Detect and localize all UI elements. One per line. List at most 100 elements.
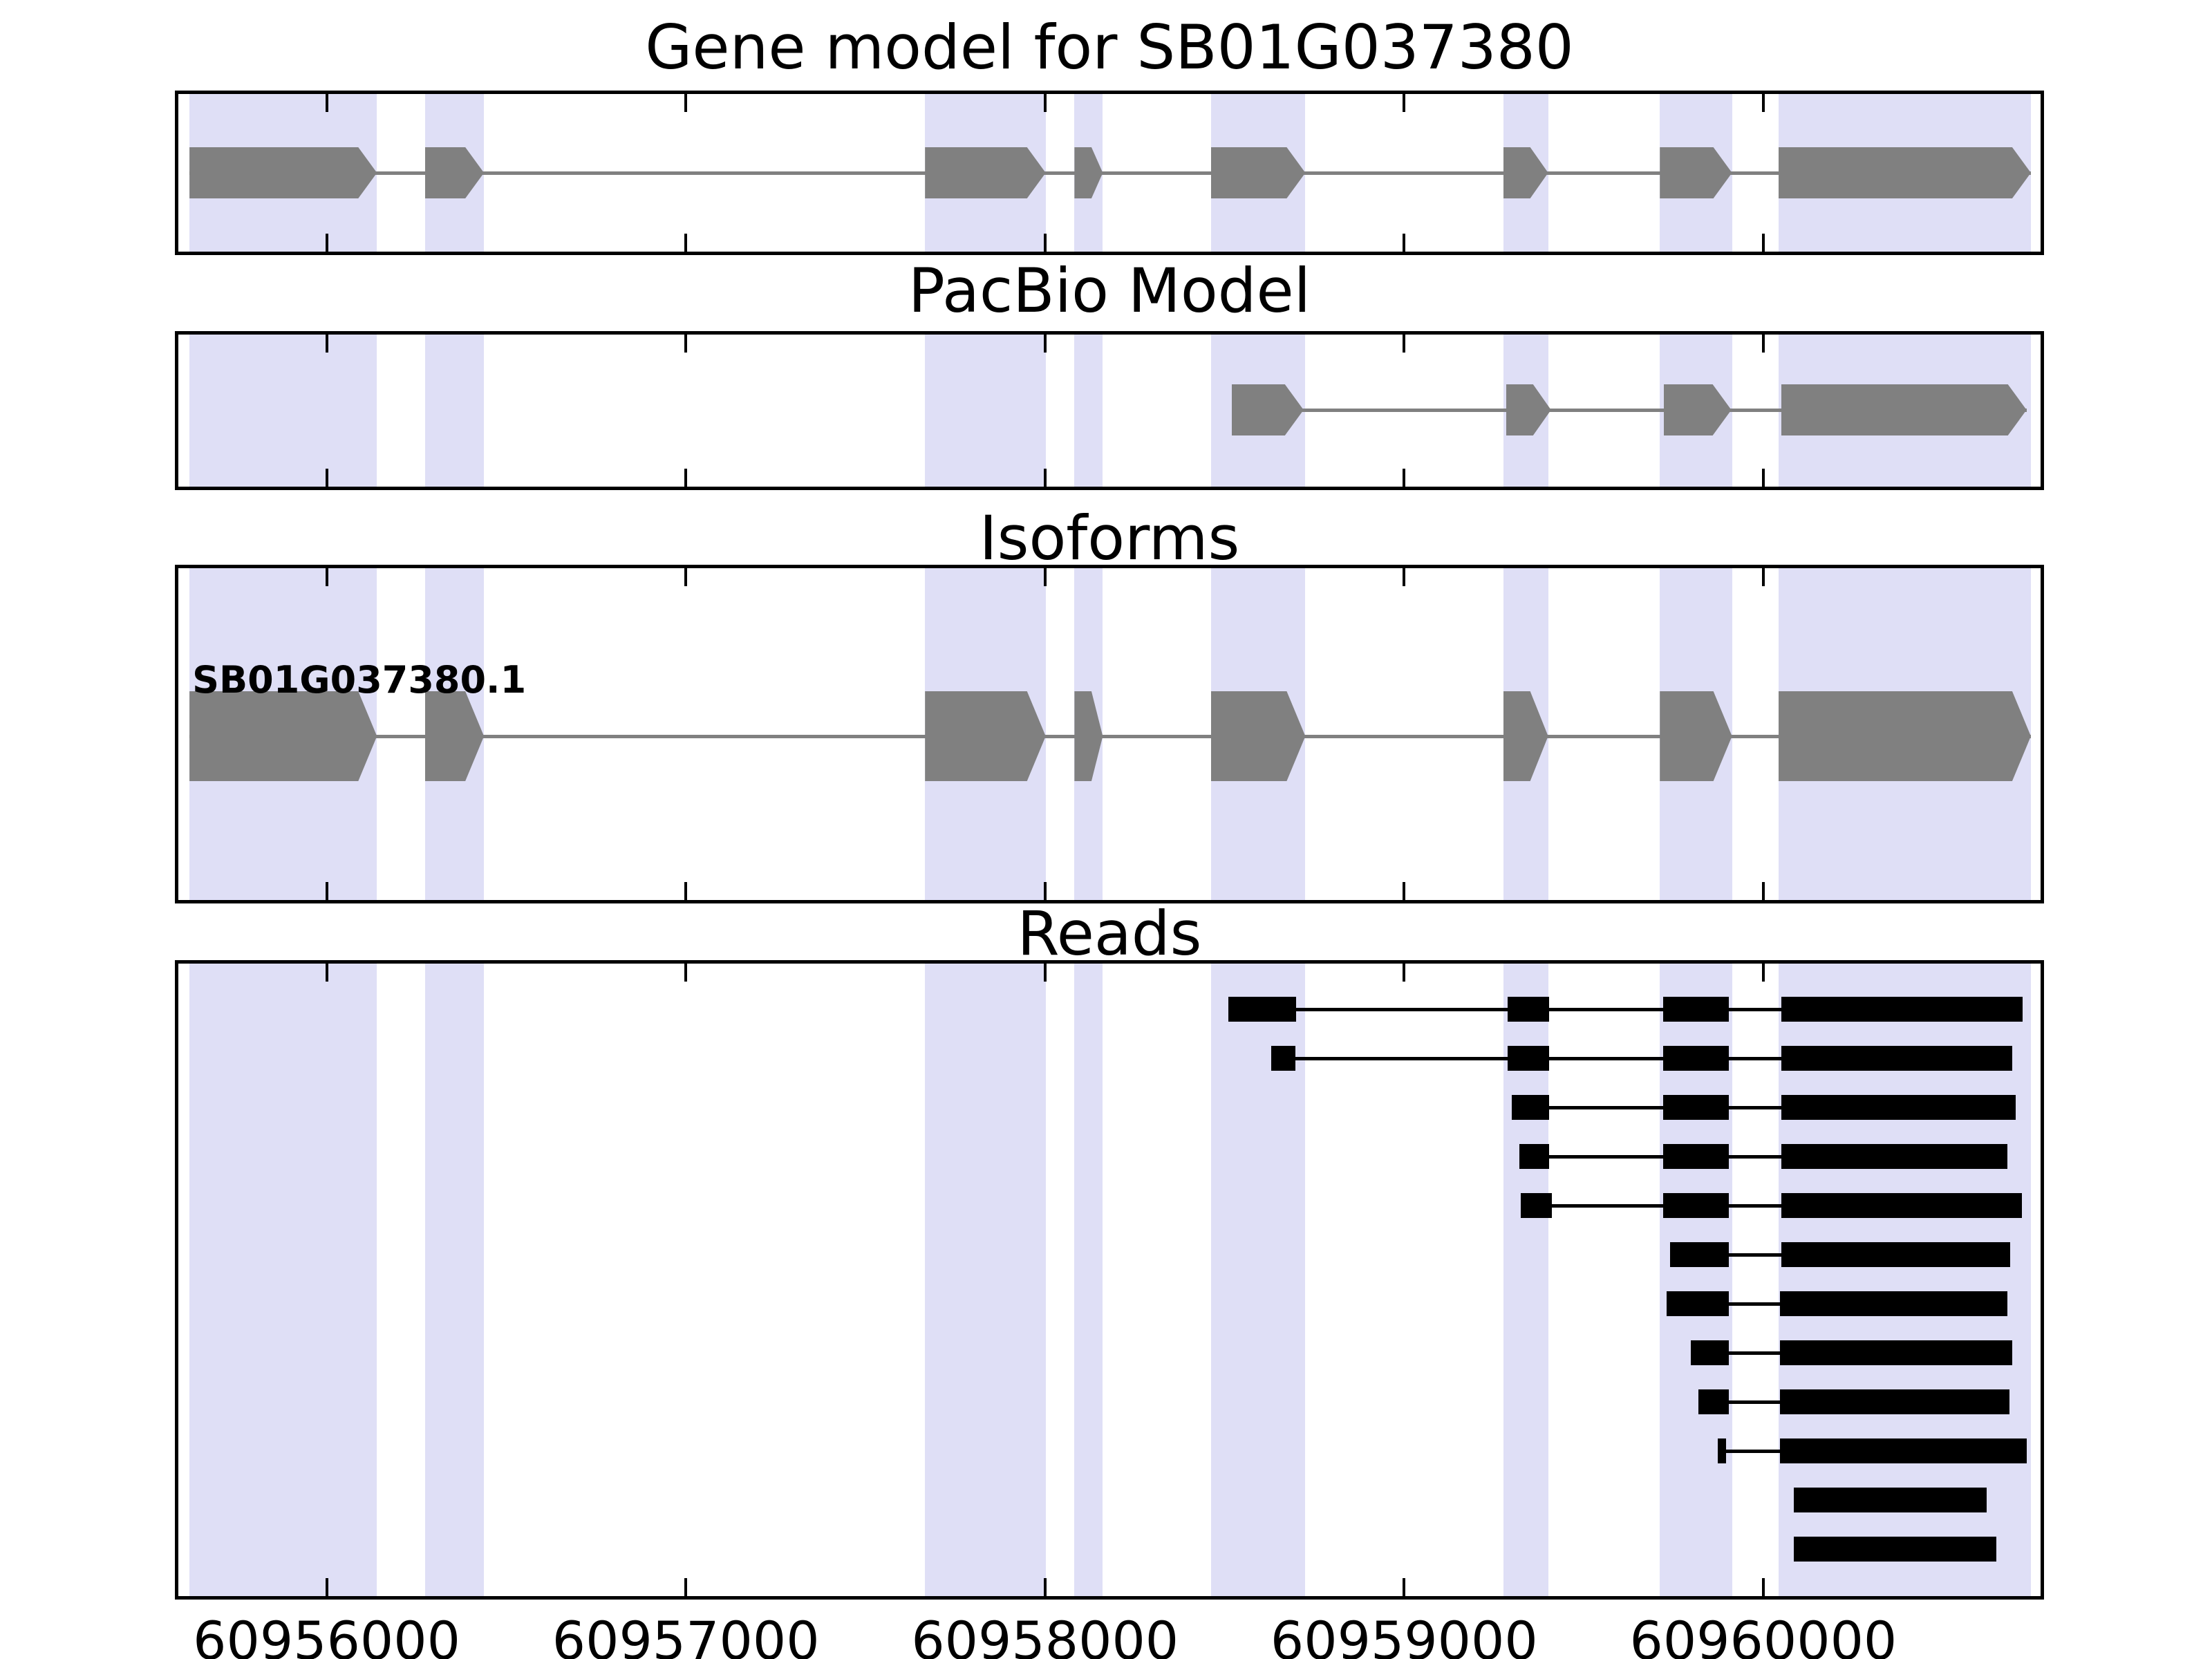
axis-tick-mark [325,94,328,112]
axis-tick-mark [1043,568,1047,586]
transcript-label: SB01G037380.1 [192,658,527,702]
exon-highlight-band [189,335,377,487]
read-exon-block [1228,997,1297,1022]
read-connector-line [1521,1203,2022,1208]
axis-tick-mark [1043,94,1047,112]
axis-tick-mark [684,1578,688,1596]
read-exon-block [1717,1438,1726,1463]
axis-tick-mark [684,568,688,586]
axis-tick-mark [325,568,328,586]
exon-highlight-band [424,335,485,487]
read-exon-block [1779,1438,2027,1463]
read-exon-block [1521,1193,1552,1218]
axis-tick-label: 60959000 [1270,1610,1538,1659]
read-exon-block [1781,1193,2022,1218]
read-exon-block [1663,1046,1729,1071]
exon-highlight-band [1074,964,1103,1596]
exon-highlight-band [1074,335,1103,487]
intron-line [189,734,2031,738]
exon-arrow [1781,384,2027,435]
intron-line [1231,408,2027,412]
exon-highlight-band [189,964,377,1596]
exon-arrow [1210,147,1306,198]
exon-highlight-band [925,335,1046,487]
read-connector-line [1519,1154,2007,1159]
axis-tick-mark [1403,882,1406,900]
read-exon-block [1667,1291,1729,1316]
read-connector-line [1271,1056,2012,1060]
axis-tick-label: 60958000 [911,1610,1179,1659]
read-exon-block [1519,1144,1549,1169]
exon-arrow [925,147,1046,198]
read-exon-block [1670,1242,1729,1267]
axis-tick-label: 60957000 [552,1610,820,1659]
panel-title-isoforms: Isoforms [979,503,1240,574]
axis-tick-mark [325,234,328,252]
axis-tick-mark [1043,964,1047,982]
axis-tick-mark [684,94,688,112]
axis-tick-mark [1403,335,1406,353]
read-exon-block [1779,1291,2007,1316]
read-exon-block [1779,1389,2009,1414]
read-exon-block [1779,1340,2012,1365]
panel-reads [175,960,2044,1600]
axis-tick-mark [325,882,328,900]
axis-tick-mark [325,1578,328,1596]
intron-line [189,171,2031,175]
read-exon-block [1781,1046,2012,1071]
axis-tick-mark [1761,469,1765,487]
axis-tick-mark [325,469,328,487]
axis-tick-mark [1043,469,1047,487]
axis-tick-mark [1043,882,1047,900]
panel-title-reads: Reads [1017,898,1202,969]
panel-isoforms: SB01G037380.1 [175,565,2044,903]
read-exon-block [1781,1242,2010,1267]
read-exon-block [1663,1193,1729,1218]
axis-tick-label: 60956000 [193,1610,460,1659]
read-exon-block [1698,1389,1729,1414]
axis-tick-mark [684,469,688,487]
axis-tick-mark [684,234,688,252]
read-exon-block [1781,1144,2007,1169]
read-exon-block [1781,1095,2016,1120]
axis-tick-mark [684,335,688,353]
panel-title-pacbio-model: PacBio Model [908,255,1311,326]
exon-arrow [189,147,377,198]
read-exon-block [1271,1046,1296,1071]
axis-tick-mark [1403,94,1406,112]
read-exon-block [1794,1537,1997,1562]
axis-tick-mark [1761,964,1765,982]
axis-tick-mark [325,335,328,353]
exon-arrow [1778,691,2031,781]
exon-arrow [1778,147,2031,198]
panel-title-gene-model: Gene model for SB01G037380 [645,12,1574,83]
panel-pacbio-model [175,331,2044,490]
axis-tick-mark [1403,234,1406,252]
read-exon-block [1511,1095,1549,1120]
read-exon-block [1507,1046,1549,1071]
axis-tick-mark [1761,882,1765,900]
axis-tick-mark [1403,469,1406,487]
axis-tick-mark [1761,568,1765,586]
axis-tick-mark [1043,1578,1047,1596]
axis-tick-mark [1043,234,1047,252]
read-exon-block [1507,997,1549,1022]
axis-tick-mark [1043,335,1047,353]
axis-tick-label: 60960000 [1629,1610,1897,1659]
read-exon-block [1663,997,1729,1022]
axis-tick-mark [325,964,328,982]
read-exon-block [1781,997,2023,1022]
read-exon-block [1663,1144,1729,1169]
read-connector-line [1511,1105,2016,1109]
exon-highlight-band [424,964,485,1596]
exon-arrow [925,691,1046,781]
axis-tick-mark [1761,234,1765,252]
read-exon-block [1794,1488,1987,1512]
exon-arrow [189,691,377,781]
axis-tick-mark [684,882,688,900]
read-connector-line [1228,1007,2023,1011]
axis-tick-mark [1403,1578,1406,1596]
axis-tick-mark [1761,335,1765,353]
axis-tick-mark [1403,964,1406,982]
